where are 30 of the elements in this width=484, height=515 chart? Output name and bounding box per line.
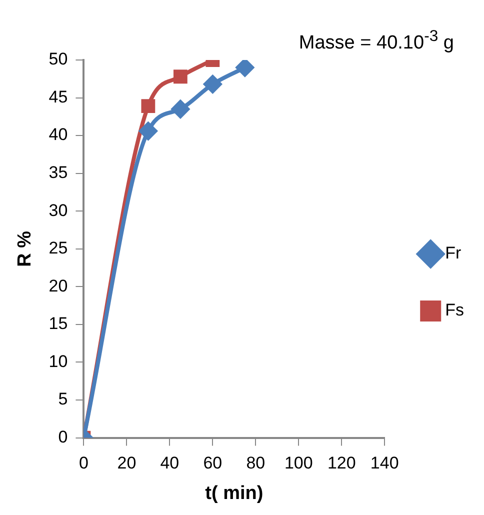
y-tick-label: 30: [48, 200, 68, 220]
y-tick-label: 15: [48, 314, 68, 334]
x-tick-label: 100: [284, 454, 313, 473]
point: [171, 100, 190, 118]
point: [139, 122, 158, 140]
y-tick-label: 20: [48, 276, 68, 296]
y-tick-label: 40: [48, 125, 68, 144]
y-tick-label: 10: [48, 352, 68, 371]
y-tick-label: 5: [58, 390, 68, 409]
point: [173, 70, 188, 84]
x-tick-label: 140: [370, 454, 399, 473]
point: [141, 99, 156, 114]
y-tick-label: 45: [48, 87, 68, 106]
y-axis-title: R %: [14, 230, 36, 267]
y-tick-label: 0: [58, 427, 68, 446]
x-tick-label: 0: [78, 454, 88, 473]
y-tick-label: 50: [48, 50, 68, 69]
text: Masse = 40.10$^{-3}$ g: [298, 28, 454, 54]
y-tick-label: 35: [48, 163, 68, 182]
point: [236, 60, 254, 77]
legend-label: Fs: [445, 300, 464, 320]
legend-label: Fr: [445, 244, 462, 263]
x-tick-label: 40: [160, 454, 180, 473]
x-tick-label: 60: [203, 454, 222, 473]
x-axis-title: t( min): [205, 482, 264, 504]
y-tick-label: 25: [48, 238, 68, 258]
x-tick-label: 20: [117, 454, 136, 473]
x-tick-label: 80: [246, 454, 266, 473]
x-tick-label: 120: [327, 454, 356, 473]
point: [204, 75, 222, 94]
